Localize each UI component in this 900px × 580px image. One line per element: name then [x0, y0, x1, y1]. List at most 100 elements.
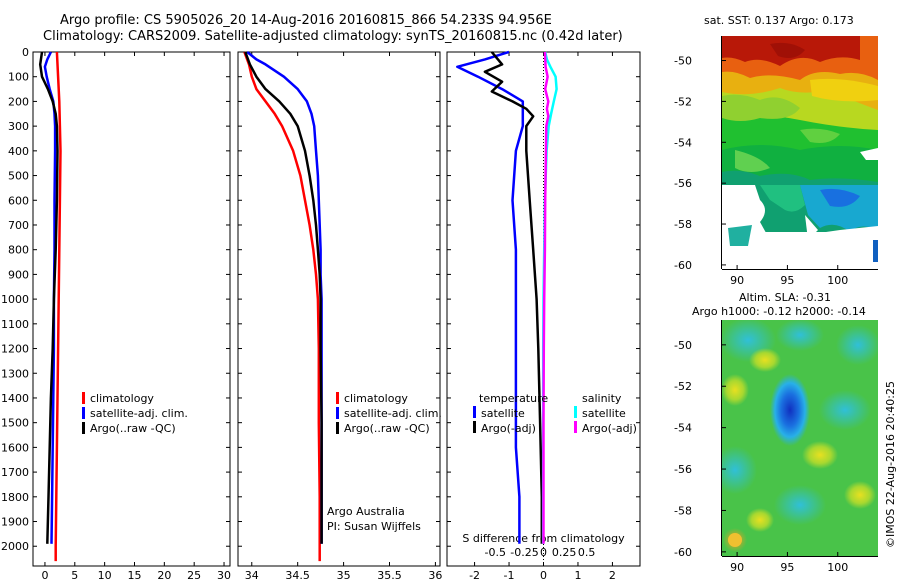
x-tick-label: 20 [157, 569, 171, 580]
figure-title-line2: Climatology: CARS2009. Satellite-adjuste… [43, 29, 623, 44]
y-tick-label: 1100 [1, 318, 29, 331]
series-line-argoadj [542, 51, 550, 544]
timestamp-stamp: ©IMOS 22-Aug-2016 20:40:25 [884, 381, 897, 548]
series-line-argorawqc [244, 51, 323, 544]
map-x-tick-label: 95 [780, 561, 794, 574]
map-y-tick-label: -60 [674, 259, 692, 272]
x-tick-label: 0 [41, 569, 48, 580]
x-tick-label: 34 [245, 569, 259, 580]
legend-label: satellite [582, 407, 626, 420]
legend-marker [82, 392, 85, 404]
legend-marker [473, 406, 476, 418]
x-tick-label: 15 [127, 569, 141, 580]
legend-label: Argo(-adj) [481, 422, 536, 435]
s-tick-label: 0.25 [552, 546, 577, 559]
map-x-tick-label: 100 [827, 561, 848, 574]
y-tick-label: 100 [8, 71, 29, 84]
x-tick-label: 36 [428, 569, 442, 580]
legend-label: climatology [344, 392, 408, 405]
legend-label: Argo(-adj) [582, 422, 637, 435]
series-line-climatology [54, 51, 62, 562]
legend-marker [574, 421, 577, 433]
map-y-tick-label: -58 [674, 504, 692, 517]
x-tick-label: 1 [574, 569, 581, 580]
map-y-tick-label: -56 [674, 463, 692, 476]
map-x-tick-label: 95 [780, 274, 794, 287]
map-x-tick-label: 90 [730, 561, 744, 574]
y-tick-label: 1900 [1, 516, 29, 529]
legend-marker [82, 407, 85, 419]
map-y-tick-label: -56 [674, 177, 692, 190]
series-line-argorawqc [38, 51, 59, 544]
legend-marker [574, 406, 577, 418]
map-y-tick-label: -58 [674, 218, 692, 231]
y-tick-label: 500 [8, 170, 29, 183]
profile-panel-2: 3434.53535.536salinityclimatologysatelli… [237, 51, 442, 580]
legend-marker [82, 422, 85, 434]
x-tick-label: 30 [217, 569, 231, 580]
sla-map [722, 320, 878, 556]
legend-label: climatology [90, 392, 154, 405]
legend-marker [473, 421, 476, 433]
legend-label: satellite [481, 407, 525, 420]
y-tick-label: 400 [8, 145, 29, 158]
map-y-tick-label: -54 [674, 136, 692, 149]
y-tick-label: 800 [8, 244, 29, 257]
y-tick-label: 300 [8, 120, 29, 133]
map-x-tick-label: 100 [827, 274, 848, 287]
x-tick-label: 34.5 [285, 569, 310, 580]
figure-title-line1: Argo profile: CS 5905026_20 14-Aug-2016 … [60, 13, 552, 28]
x-tick-label: 2 [609, 569, 616, 580]
series-line-satelliteadjclim [43, 51, 57, 544]
y-tick-label: 1300 [1, 367, 29, 380]
sst-map [722, 36, 878, 269]
map-y-tick-label: -52 [674, 380, 692, 393]
legend-label: satellite-adj. clim. [344, 407, 442, 420]
legend-marker [336, 392, 339, 404]
y-tick-label: 1800 [1, 491, 29, 504]
profile-panel-1: 0 5 10 15 20 25 300100200300400500600700800900… [1, 46, 231, 580]
y-tick-label: 1200 [1, 343, 29, 356]
profile-panel-3: -2-1012T difference from climatology-0.5… [446, 50, 641, 580]
map-x-tick-label: 90 [730, 274, 744, 287]
map-y-tick-label: -50 [674, 339, 692, 352]
s-tick-label: -0.5 [485, 546, 506, 559]
y-tick-label: 0 [22, 46, 29, 59]
legend-title-salinity: salinity [582, 392, 622, 405]
y-tick-label: 1500 [1, 417, 29, 430]
map-y-tick-label: -54 [674, 422, 692, 435]
map-y-tick-label: -60 [674, 546, 692, 559]
s-tick-label: -0.25 [510, 546, 538, 559]
map-y-tick-label: -50 [674, 55, 692, 68]
sst-axes: 90 95 100 -50 -52 -54 -56 -58 -60 [674, 36, 878, 287]
legend-marker [336, 407, 339, 419]
y-tick-label: 700 [8, 219, 29, 232]
x-tick-label: -2 [469, 569, 480, 580]
y-tick-label: 900 [8, 268, 29, 281]
y-tick-label: 2000 [1, 540, 29, 553]
x-tick-label: 0 [540, 569, 547, 580]
y-tick-label: 1400 [1, 392, 29, 405]
sla-map-title-line1: Altim. SLA: -0.31 [739, 291, 832, 304]
x-tick-label: 35.5 [377, 569, 402, 580]
map-y-tick-label: -52 [674, 95, 692, 108]
pi-note: PI: Susan Wijffels [327, 520, 421, 533]
legend-marker [336, 422, 339, 434]
owner-note: Argo Australia [327, 505, 405, 518]
series-line-satelliteadjclim [246, 51, 323, 544]
x-tick-label: 35 [337, 569, 351, 580]
y-tick-label: 200 [8, 95, 29, 108]
y-tick-label: 1700 [1, 466, 29, 479]
x-tick-label: 25 [187, 569, 201, 580]
y-tick-label: 600 [8, 194, 29, 207]
series-line-argoadj [483, 51, 544, 544]
legend-label: Argo(..raw -QC) [344, 422, 430, 435]
series-line-climatology [243, 51, 321, 562]
legend-title-temperature: temperature [479, 392, 548, 405]
x-tick-label: 10 [98, 569, 112, 580]
plot-frame [32, 51, 231, 567]
plot-frame [237, 51, 441, 567]
x-tick-label: -1 [504, 569, 515, 580]
legend-label: Argo(..raw -QC) [90, 422, 176, 435]
